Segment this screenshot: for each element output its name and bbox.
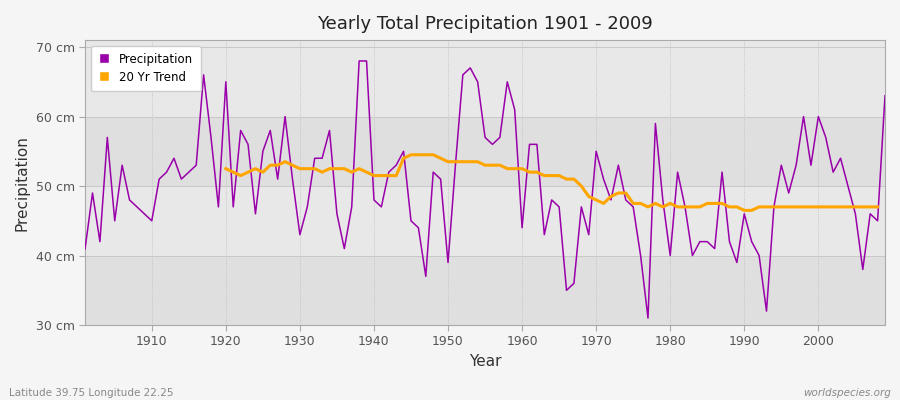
Precipitation [643, 316, 653, 320]
Precipitation [613, 163, 624, 168]
20 Yr Trend [287, 163, 298, 168]
Precipitation [80, 246, 91, 251]
20 Yr Trend [354, 166, 364, 171]
Precipitation [302, 204, 312, 209]
20 Yr Trend [480, 163, 491, 168]
Bar [86, 116, 885, 186]
20 Yr Trend [872, 204, 883, 209]
Precipitation [139, 212, 149, 216]
Precipitation [879, 93, 890, 98]
20 Yr Trend [561, 177, 572, 182]
20 Yr Trend [813, 204, 824, 209]
Line: 20 Yr Trend: 20 Yr Trend [226, 155, 878, 210]
Precipitation [517, 225, 527, 230]
X-axis label: Year: Year [469, 354, 501, 369]
20 Yr Trend [739, 208, 750, 213]
Legend: Precipitation, 20 Yr Trend: Precipitation, 20 Yr Trend [91, 46, 201, 91]
Y-axis label: Precipitation: Precipitation [15, 135, 30, 230]
Title: Yearly Total Precipitation 1901 - 2009: Yearly Total Precipitation 1901 - 2009 [317, 15, 652, 33]
20 Yr Trend [220, 166, 231, 171]
20 Yr Trend [302, 166, 312, 171]
Bar [86, 256, 885, 325]
20 Yr Trend [406, 152, 417, 157]
Precipitation [346, 204, 357, 209]
Text: Latitude 39.75 Longitude 22.25: Latitude 39.75 Longitude 22.25 [9, 388, 174, 398]
Text: worldspecies.org: worldspecies.org [803, 388, 891, 398]
Precipitation [524, 142, 535, 147]
Line: Precipitation: Precipitation [86, 61, 885, 318]
Precipitation [354, 58, 364, 63]
